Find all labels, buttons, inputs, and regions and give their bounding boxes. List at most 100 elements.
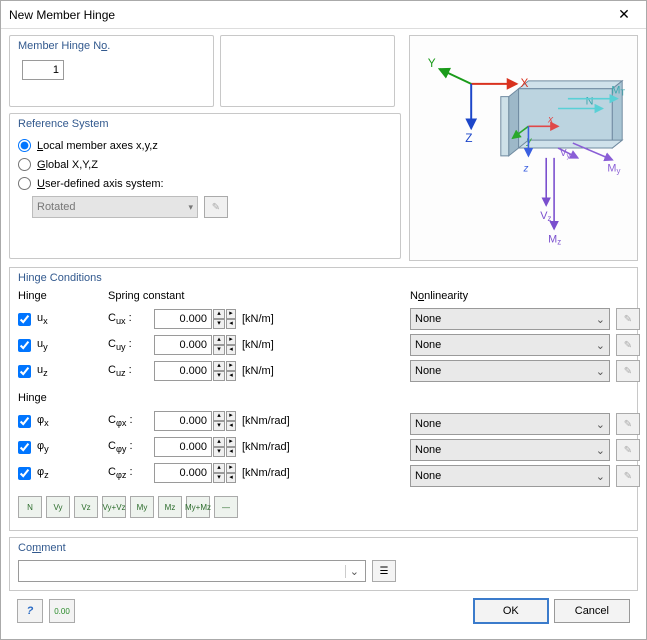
label-ux: ux <box>37 312 48 326</box>
spin-down-uz[interactable]: ▾ <box>213 371 225 381</box>
spin-up-phix[interactable]: ▴ <box>213 411 225 421</box>
nudge-left-phiz[interactable]: ◂ <box>226 473 236 483</box>
clabel-phix: Cφx : <box>108 414 154 428</box>
radio-local-input[interactable] <box>18 139 31 152</box>
hinge-cond-body: Hinge Spring constant ux Cux : ▴ ▾ ▸ ◂ [… <box>10 286 637 526</box>
hinge-preset-7[interactable]: — <box>214 496 238 518</box>
check-uy[interactable]: uy <box>18 338 108 352</box>
comment-combo[interactable] <box>18 560 366 582</box>
nonlin-select-uy[interactable]: None <box>410 334 610 356</box>
spinner-phiy[interactable]: ▴ ▾ ▸ ◂ <box>154 437 236 457</box>
hinge-preset-5[interactable]: Mz <box>158 496 182 518</box>
nonlin-select-phiz[interactable]: None <box>410 465 610 487</box>
hinge-toolbar: NVyVzVy+VzMyMzMy+Mz— <box>18 496 410 518</box>
spin-down-phiz[interactable]: ▾ <box>213 473 225 483</box>
unit-phiz: [kNm/rad] <box>242 467 290 479</box>
help-button[interactable]: ? <box>17 599 43 623</box>
label-MT: MT <box>611 85 625 98</box>
cancel-button[interactable]: Cancel <box>554 599 630 623</box>
spin-up-uz[interactable]: ▴ <box>213 361 225 371</box>
hinge-preset-4[interactable]: My <box>130 496 154 518</box>
spin-down-phix[interactable]: ▾ <box>213 421 225 431</box>
spinner-uz[interactable]: ▴ ▾ ▸ ◂ <box>154 361 236 381</box>
label-phiz: φz <box>37 466 49 480</box>
input-phiz[interactable] <box>154 463 212 483</box>
checkbox-phix[interactable] <box>18 415 31 428</box>
checkbox-uy[interactable] <box>18 339 31 352</box>
nonlin-edit-uz: ✎ <box>616 360 640 382</box>
spin-up-phiy[interactable]: ▴ <box>213 437 225 447</box>
nonlin-select-ux[interactable]: None <box>410 308 610 330</box>
nudge-right-ux[interactable]: ▸ <box>226 309 236 319</box>
radio-local[interactable]: Local member axes x,y,z <box>18 139 392 152</box>
radio-global-input[interactable] <box>18 158 31 171</box>
hinge-preset-6[interactable]: My+Mz <box>186 496 210 518</box>
spin-down-ux[interactable]: ▾ <box>213 319 225 329</box>
checkbox-ux[interactable] <box>18 313 31 326</box>
check-phiy[interactable]: φy <box>18 440 108 454</box>
group-title-comment: Comment <box>10 538 637 556</box>
nonlin-select-phix[interactable]: None <box>410 413 610 435</box>
unit-uz: [kN/m] <box>242 365 274 377</box>
label-Z: Z <box>465 131 472 145</box>
spinner-ux[interactable]: ▴ ▾ ▸ ◂ <box>154 309 236 329</box>
spin-up-uy[interactable]: ▴ <box>213 335 225 345</box>
input-uy[interactable] <box>154 335 212 355</box>
nudge-left-phiy[interactable]: ◂ <box>226 447 236 457</box>
nudge-right-uz[interactable]: ▸ <box>226 361 236 371</box>
spin-up-ux[interactable]: ▴ <box>213 309 225 319</box>
hinge-preset-2[interactable]: Vz <box>74 496 98 518</box>
comment-pick-button[interactable]: ☰ <box>372 560 396 582</box>
input-uz[interactable] <box>154 361 212 381</box>
spinner-phiz[interactable]: ▴ ▾ ▸ ◂ <box>154 463 236 483</box>
nudge-left-phix[interactable]: ◂ <box>226 421 236 431</box>
nonlin-value-ux: None <box>415 313 441 325</box>
spinner-uy[interactable]: ▴ ▾ ▸ ◂ <box>154 335 236 355</box>
nudge-left-uz[interactable]: ◂ <box>226 371 236 381</box>
checkbox-phiz[interactable] <box>18 467 31 480</box>
nonlin-row-uy: None ✎ <box>410 332 640 358</box>
nonlin-edit-phiz: ✎ <box>616 465 640 487</box>
ok-button[interactable]: OK <box>474 599 548 623</box>
nudge-left-ux[interactable]: ◂ <box>226 319 236 329</box>
nudge-right-uy[interactable]: ▸ <box>226 335 236 345</box>
nudge-right-phix[interactable]: ▸ <box>226 411 236 421</box>
unit-phiy: [kNm/rad] <box>242 441 290 453</box>
check-phiz[interactable]: φz <box>18 466 108 480</box>
hinge-preset-1[interactable]: Vy <box>46 496 70 518</box>
spinner-phix[interactable]: ▴ ▾ ▸ ◂ <box>154 411 236 431</box>
nonlin-select-uz[interactable]: None <box>410 360 610 382</box>
nudge-right-phiy[interactable]: ▸ <box>226 437 236 447</box>
checkbox-uz[interactable] <box>18 365 31 378</box>
radio-global[interactable]: Global X,Y,Z <box>18 158 392 171</box>
hinge-preset-3[interactable]: Vy+Vz <box>102 496 126 518</box>
units-button[interactable]: 0.00 <box>49 599 75 623</box>
comment-pick-icon: ☰ <box>380 566 389 577</box>
nonlin-select-phiy[interactable]: None <box>410 439 610 461</box>
check-phix[interactable]: φx <box>18 414 108 428</box>
radio-user[interactable]: User-defined axis system: <box>18 177 392 190</box>
hinge-no-input[interactable] <box>22 60 64 80</box>
spin-down-uy[interactable]: ▾ <box>213 345 225 355</box>
input-phiy[interactable] <box>154 437 212 457</box>
check-uz[interactable]: uz <box>18 364 108 378</box>
header-hinge-2: Hinge <box>18 392 108 404</box>
hinge-no-body <box>10 54 213 88</box>
units-icon: 0.00 <box>54 607 70 616</box>
spin-down-phiy[interactable]: ▾ <box>213 447 225 457</box>
input-phix[interactable] <box>154 411 212 431</box>
blank-group <box>220 35 395 107</box>
nudge-left-uy[interactable]: ◂ <box>226 345 236 355</box>
check-ux[interactable]: ux <box>18 312 108 326</box>
nonlin-edit-ux: ✎ <box>616 308 640 330</box>
radio-local-label: Local member axes x,y,z <box>37 140 158 152</box>
spin-up-phiz[interactable]: ▴ <box>213 463 225 473</box>
input-ux[interactable] <box>154 309 212 329</box>
radio-user-input[interactable] <box>18 177 31 190</box>
nudge-right-phiz[interactable]: ▸ <box>226 463 236 473</box>
nonlin-value-phiz: None <box>415 470 441 482</box>
close-icon[interactable]: ✕ <box>604 3 644 27</box>
checkbox-phiy[interactable] <box>18 441 31 454</box>
hinge-cond-headers-2: Hinge <box>18 392 410 404</box>
hinge-preset-0[interactable]: N <box>18 496 42 518</box>
